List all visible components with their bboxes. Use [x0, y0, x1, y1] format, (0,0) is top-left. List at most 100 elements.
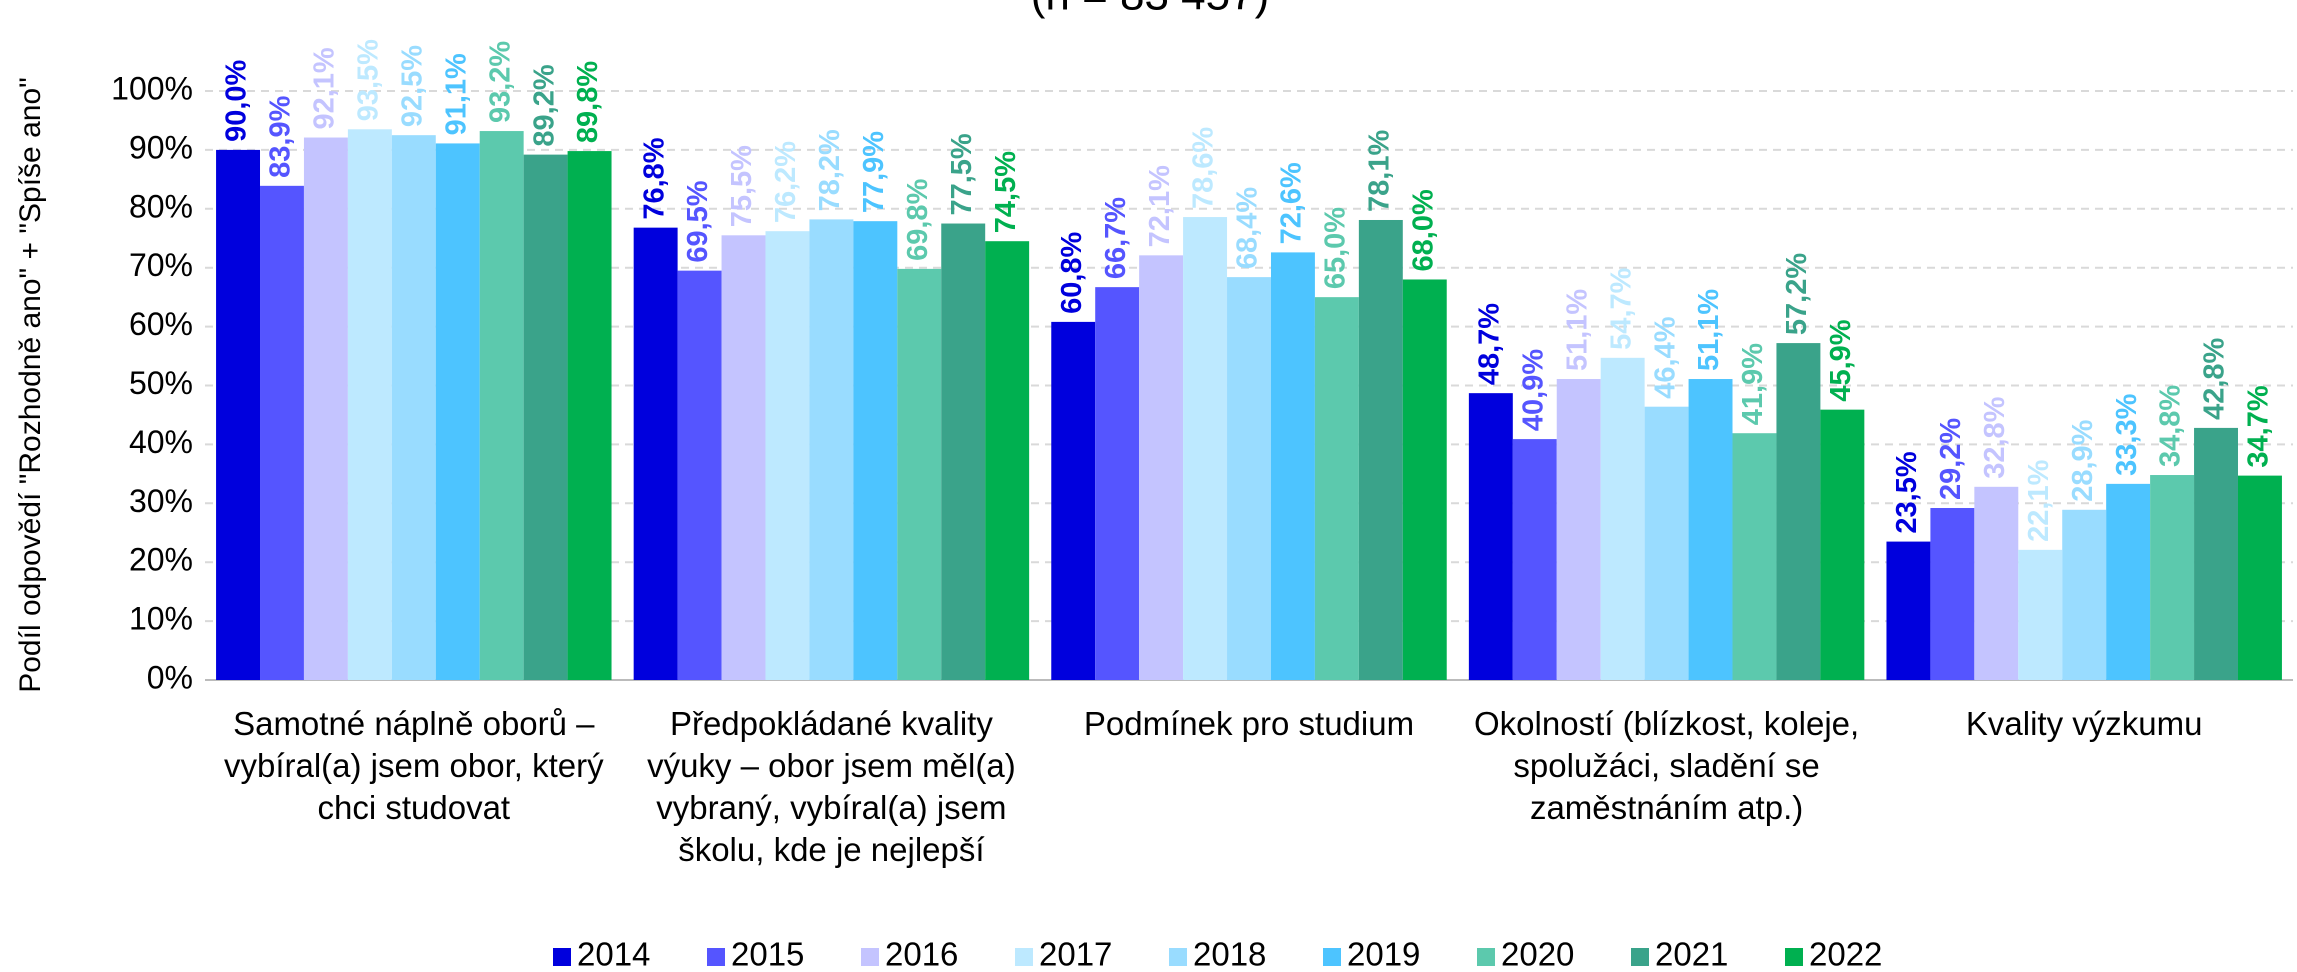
bar [1139, 255, 1184, 680]
bar [567, 151, 612, 680]
value-label: 92,5% [396, 45, 428, 127]
bar [2062, 509, 2107, 680]
value-label: 28,9% [2067, 419, 2099, 501]
x-tick-label: Okolností (blízkost, koleje, spolužáci, … [1474, 705, 1860, 826]
value-label: 57,2% [1781, 253, 1813, 335]
bar [1183, 217, 1228, 680]
y-tick-label: 50% [129, 365, 193, 401]
bar [1402, 279, 1447, 680]
value-label: 45,9% [1825, 319, 1857, 401]
legend-swatch [1015, 948, 1033, 966]
y-axis-label: Podíl odpovědí "Rozhodně ano" + "Spíše a… [14, 77, 47, 693]
bar [897, 268, 942, 680]
value-label: 75,5% [726, 145, 758, 227]
bar [1974, 486, 2019, 680]
value-label: 74,5% [990, 151, 1022, 233]
value-label: 34,7% [2243, 385, 2275, 467]
bar [1644, 406, 1689, 680]
value-label: 51,1% [1561, 289, 1593, 371]
y-tick-label: 100% [111, 70, 193, 106]
value-label: 77,5% [946, 133, 978, 215]
legend-label: 2015 [731, 936, 804, 972]
bar [677, 270, 722, 680]
value-label: 92,1% [309, 47, 341, 129]
bar [853, 221, 898, 680]
y-tick-label: 80% [129, 188, 193, 224]
value-label: 32,8% [1979, 396, 2011, 478]
legend-label: 2018 [1193, 936, 1266, 972]
value-label: 22,1% [2023, 459, 2055, 541]
value-label: 89,2% [528, 64, 560, 146]
value-label: 40,9% [1517, 349, 1549, 431]
y-tick-label: 70% [129, 247, 193, 283]
legend-label: 2016 [885, 936, 958, 972]
x-tick-label: Kvality výzkumu [1965, 705, 2203, 742]
value-label: 65,0% [1320, 207, 1352, 289]
bar [260, 185, 304, 681]
bar [633, 227, 678, 680]
bar [1776, 343, 1821, 680]
value-label: 34,8% [2155, 385, 2187, 467]
y-tick-label: 30% [129, 483, 193, 519]
bar [809, 219, 854, 681]
value-label: 89,8% [572, 61, 604, 143]
value-label: 48,7% [1473, 303, 1505, 385]
value-label: 46,4% [1649, 316, 1681, 398]
value-label: 93,2% [484, 41, 516, 123]
bar [1600, 357, 1645, 680]
bar [2018, 549, 2063, 680]
legend-swatch [1323, 948, 1341, 966]
x-tick-label: Předpokládané kvality výuky – obor jsem … [647, 705, 1016, 868]
bar [347, 129, 392, 680]
value-label: 42,8% [2199, 337, 2231, 419]
bar [479, 131, 524, 680]
value-label: 68,4% [1232, 187, 1264, 269]
value-label: 78,2% [814, 129, 846, 211]
value-label: 68,0% [1407, 189, 1439, 271]
bar [391, 135, 436, 681]
legend-swatch [553, 948, 571, 966]
y-tick-label: 40% [129, 424, 193, 460]
bar [2194, 427, 2238, 680]
value-label: 23,5% [1891, 451, 1923, 533]
value-label: 83,9% [265, 95, 297, 177]
legend-label: 2019 [1347, 936, 1420, 972]
value-label: 78,6% [1188, 127, 1220, 209]
value-label: 77,9% [858, 131, 890, 213]
bar [1227, 277, 1271, 680]
value-label: 41,9% [1737, 343, 1769, 425]
bar [1051, 321, 1096, 680]
legend-label: 2014 [577, 936, 650, 972]
value-label: 33,3% [2111, 393, 2143, 475]
bar [216, 149, 261, 680]
bar [765, 231, 810, 680]
legend-swatch [1631, 948, 1649, 966]
bar [1358, 219, 1403, 680]
value-label: 78,1% [1363, 130, 1395, 212]
bar [523, 154, 568, 680]
value-label: 76,2% [770, 141, 802, 223]
legend-swatch [861, 948, 879, 966]
x-tick-label: Podmínek pro studium [1083, 705, 1415, 742]
bar [1314, 297, 1359, 680]
value-label: 93,5% [353, 39, 385, 121]
bar [1732, 433, 1777, 680]
bar [1688, 379, 1733, 680]
value-label: 90,0% [221, 59, 253, 141]
x-tick-label: Samotné náplně oborů – vybíral(a) jsem o… [223, 705, 604, 826]
legend-label: 2017 [1039, 936, 1112, 972]
bar [985, 241, 1030, 680]
value-label: 69,5% [682, 180, 714, 262]
legend-swatch [1477, 948, 1495, 966]
bar [2237, 475, 2282, 680]
value-label: 60,8% [1056, 231, 1088, 313]
bar [1270, 252, 1315, 681]
legend-swatch [1785, 948, 1803, 966]
bar [1886, 541, 1931, 680]
legend-label: 2022 [1809, 936, 1882, 972]
value-label: 29,2% [1935, 418, 1967, 500]
value-label: 91,1% [440, 53, 472, 135]
value-label: 51,1% [1693, 289, 1725, 371]
bar [1930, 508, 1975, 680]
